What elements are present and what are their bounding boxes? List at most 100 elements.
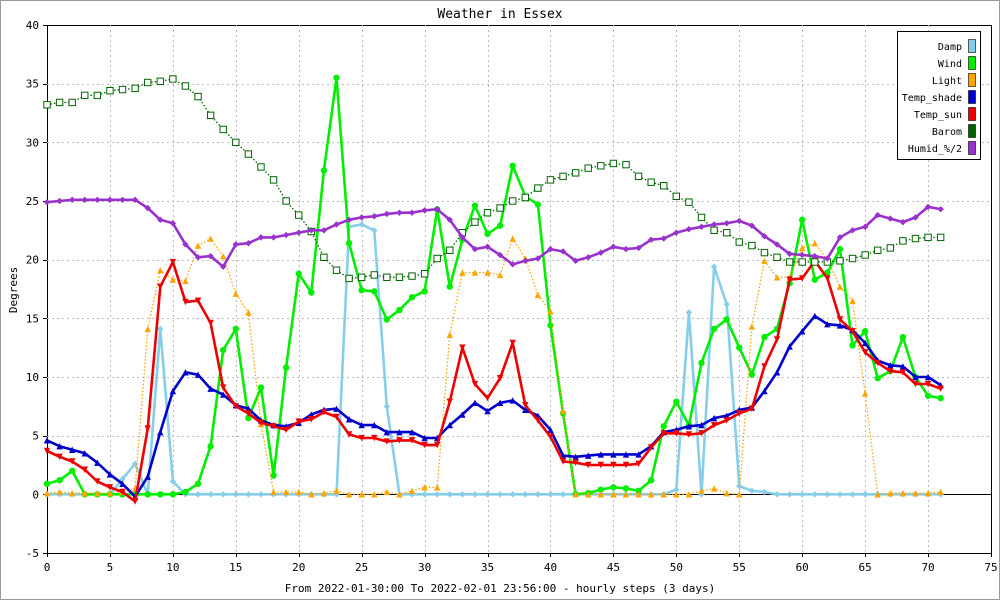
data-point-damp [559,491,567,498]
data-point-humid-2 [773,241,781,248]
data-point-wind [43,480,51,487]
legend: Damp Wind Light Temp_shade Temp_sun Barom Humi… [897,31,981,160]
plot-area [47,25,992,554]
data-point-barom [622,160,630,169]
data-point-wind [597,486,605,493]
data-point-temp-sun [924,380,932,388]
data-point-temp-shade [345,416,353,423]
data-point-light [534,291,542,299]
data-point-light [383,488,391,496]
data-point-barom [509,197,517,205]
data-point-temp-shade [761,387,768,395]
data-point-light [635,491,642,498]
data-point-barom [811,258,819,266]
data-point-humid-2 [799,251,806,259]
data-point-temp-shade [94,459,101,466]
data-point-humid-2 [748,222,756,229]
data-point-light [295,488,302,496]
data-point-damp [773,491,781,498]
data-point-damp [723,301,730,308]
data-point-humid-2 [396,209,403,216]
data-point-light [358,491,365,498]
data-point-temp-sun [861,349,869,356]
data-point-damp [836,491,844,498]
data-point-humid-2 [861,223,869,231]
data-point-humid-2 [106,196,114,204]
data-point-temp-shade [685,423,693,430]
data-point-light [773,274,781,281]
data-point-humid-2 [811,252,818,260]
data-point-temp-shade [912,373,919,381]
data-point-humid-2 [887,215,894,222]
data-point-damp [232,491,239,498]
data-point-wind [748,371,756,378]
data-point-humid-2 [924,203,932,211]
data-point-temp-shade [220,391,227,398]
data-point-humid-2 [736,217,743,225]
data-point-humid-2 [308,227,315,234]
data-point-light [345,491,353,498]
data-point-humid-2 [471,245,479,253]
legend-swatch-wind [968,56,976,70]
data-point-humid-2 [320,227,328,234]
data-point-temp-sun [572,459,579,466]
data-point-temp-sun [220,384,227,391]
data-point-damp [811,491,818,498]
data-point-temp-sun [773,336,781,343]
data-point-damp [421,491,428,498]
data-point-humid-2 [673,229,680,236]
data-point-temp-shade [610,451,617,458]
data-point-light [68,489,76,497]
data-point-wind [899,333,907,341]
data-point-humid-2 [182,241,189,248]
data-point-temp-shade [471,399,479,407]
data-point-damp [169,478,177,485]
x-tick-label: 0 [44,561,51,574]
data-point-barom [647,178,655,186]
data-point-temp-sun [56,453,63,460]
data-point-temp-sun [345,431,353,438]
data-point-temp-shade [157,428,164,436]
legend-box [897,31,981,160]
data-point-barom [609,159,618,168]
data-point-temp-sun [723,417,730,424]
data-point-wind [471,202,479,209]
data-point-damp [710,263,718,270]
data-point-wind [270,472,277,479]
data-point-barom [597,162,605,170]
data-point-light [585,491,592,498]
data-point-temp-sun [710,421,718,429]
data-point-humid-2 [383,210,391,218]
data-point-light [597,491,605,498]
legend-label-temp-shade: Temp_shade [902,93,962,104]
data-point-humid-2 [522,257,529,265]
data-point-temp-shade [169,387,177,395]
data-point-temp-shade [43,437,51,444]
data-point-temp-sun [736,410,743,417]
data-point-temp-sun [559,458,567,465]
data-point-humid-2 [660,235,667,242]
data-point-humid-2 [358,214,365,221]
data-point-barom [332,266,341,274]
data-point-temp-shade [484,407,491,415]
data-point-damp [786,491,793,498]
legend-swatch-humid-2 [968,141,976,155]
data-point-humid-2 [547,245,554,253]
data-point-light [887,489,894,497]
data-point-light [232,290,239,297]
data-point-barom [68,98,76,107]
data-point-light [811,240,818,247]
x-tick-label: 70 [921,561,934,574]
data-point-temp-sun [899,369,907,376]
legend-swatch-temp-shade [968,90,976,104]
x-tick-label: 40 [544,561,557,574]
data-point-temp-sun [182,298,189,306]
data-point-humid-2 [559,248,567,255]
data-point-humid-2 [824,255,831,262]
data-point-temp-shade [106,471,114,478]
data-point-wind [534,201,542,208]
data-point-barom [710,226,718,235]
data-point-damp [761,488,768,496]
data-point-temp-sun [610,461,617,469]
